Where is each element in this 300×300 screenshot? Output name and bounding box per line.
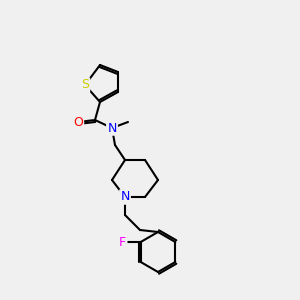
Text: O: O [73,116,83,128]
Text: N: N [120,190,130,203]
Text: F: F [119,236,126,248]
Text: N: N [107,122,117,134]
Text: S: S [81,79,89,92]
